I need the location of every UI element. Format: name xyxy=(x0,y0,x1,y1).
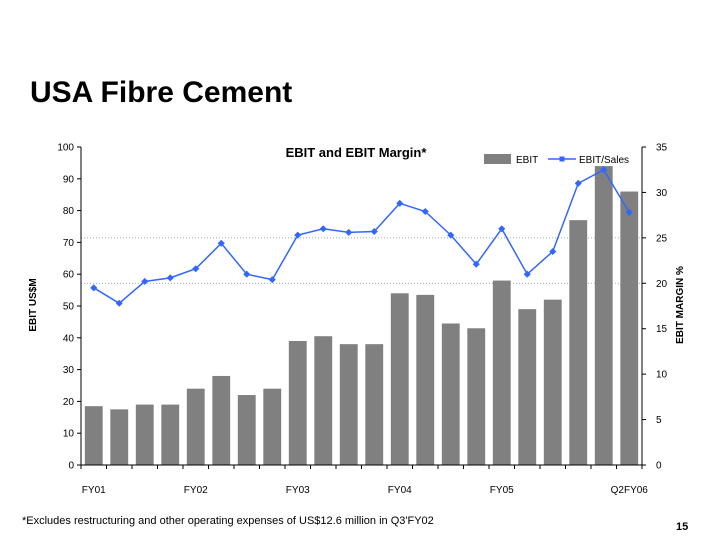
ebit-bar-12 xyxy=(365,344,384,465)
y-tick-label-left-50: 50 xyxy=(63,302,75,313)
ebit-bar-7 xyxy=(237,395,256,465)
y-tick-label-left-20: 20 xyxy=(63,397,75,408)
ebit-margin-point-17 xyxy=(498,225,506,233)
ebit-margin-polyline xyxy=(93,168,630,305)
y-tick-label-left-60: 60 xyxy=(63,270,75,281)
ebit-margin-point-1 xyxy=(90,284,98,292)
ebit-bar-1 xyxy=(84,406,103,465)
y-tick-label-right-15: 15 xyxy=(656,324,668,335)
ebit-bar-10 xyxy=(314,336,333,465)
ebit-bar-5 xyxy=(186,388,205,465)
ebit-bar-20 xyxy=(569,220,588,465)
y-tick-label-left-90: 90 xyxy=(63,174,75,185)
axes: 0 10 20 30 40 50 60 70 80 90 100 0 5 10 15 20 25 30 35 FY01… xyxy=(57,143,667,497)
ebit-margin-point-3 xyxy=(141,277,149,286)
slide-title: USA Fibre Cement xyxy=(30,76,293,109)
ebit-margin-point-10 xyxy=(319,225,327,233)
y-tick-label-right-25: 25 xyxy=(656,233,668,244)
ebit-bar-22 xyxy=(620,191,639,465)
x-tick-label-fy01: FY01 xyxy=(82,485,106,496)
y-tick-label-right-35: 35 xyxy=(656,143,668,154)
legend-swatch-margin-marker xyxy=(559,156,565,162)
ebit-margin-point-19 xyxy=(549,247,557,256)
ebit-bar-8 xyxy=(263,388,282,465)
ebit-margin-point-14 xyxy=(421,207,429,216)
ebit-bar-4 xyxy=(161,404,180,465)
footnote: *Excludes restructuring and other operat… xyxy=(22,515,434,527)
ebit-margin-point-22 xyxy=(625,208,633,216)
ebit-margin-point-9 xyxy=(294,231,302,239)
ebit-margin-point-20 xyxy=(574,179,582,187)
y-axis-label-right: EBIT MARGIN % xyxy=(675,266,686,344)
legend-label-ebit: EBIT xyxy=(516,155,538,166)
y-tick-label-right-10: 10 xyxy=(656,370,668,381)
chart-title: EBIT and EBIT Margin* xyxy=(286,145,428,160)
ebit-bar-11 xyxy=(339,344,358,465)
x-tick-label-fy05: FY05 xyxy=(490,485,514,496)
y-tick-label-left-40: 40 xyxy=(63,333,75,344)
y-tick-label-left-10: 10 xyxy=(63,429,75,440)
y-tick-label-left-100: 100 xyxy=(57,143,74,154)
ebit-chart: 0 10 20 30 40 50 60 70 80 90 100 0 5 10 15 20 25 30 35 FY01… xyxy=(28,143,686,497)
ebit-margin-point-18 xyxy=(523,270,531,278)
ebit-bar-18 xyxy=(518,309,537,465)
x-tick-label-fy02: FY02 xyxy=(184,485,208,496)
ebit-bar-9 xyxy=(288,340,307,465)
ebit-margin-point-21 xyxy=(600,166,608,174)
y-tick-label-left-80: 80 xyxy=(63,206,75,217)
ebit-margin-point-8 xyxy=(268,276,276,284)
x-tick-label-q2fy06: Q2FY06 xyxy=(611,485,649,496)
ebit-margin-point-6 xyxy=(217,239,225,247)
ebit-bar-16 xyxy=(467,328,486,465)
y-tick-label-left-70: 70 xyxy=(63,238,75,249)
legend: EBIT EBIT/Sales xyxy=(484,154,629,166)
ebit-margin-point-5 xyxy=(192,265,200,273)
ebit-bar-13 xyxy=(390,293,409,465)
ebit-margin-point-15 xyxy=(447,231,455,239)
ebit-bar-2 xyxy=(110,409,129,465)
x-tick-label-fy03: FY03 xyxy=(286,485,310,496)
legend-label-margin: EBIT/Sales xyxy=(579,155,629,166)
page-number: 15 xyxy=(676,521,689,533)
ebit-bar-14 xyxy=(416,294,435,465)
y-tick-label-left-30: 30 xyxy=(63,365,75,376)
y-tick-label-right-20: 20 xyxy=(656,279,668,290)
legend-swatch-ebit xyxy=(484,154,511,164)
ebit-bar-6 xyxy=(212,375,231,465)
reference-lines xyxy=(81,237,642,284)
ebit-bar-17 xyxy=(492,280,511,465)
ebit-margin-point-4 xyxy=(166,274,174,282)
y-tick-label-right-5: 5 xyxy=(656,415,662,426)
ebit-bars xyxy=(84,166,639,465)
y-tick-label-left-0: 0 xyxy=(68,461,74,472)
ebit-margin-point-12 xyxy=(370,227,378,236)
ebit-bar-3 xyxy=(135,404,154,465)
ebit-bar-19 xyxy=(543,299,562,465)
ebit-margin-point-2 xyxy=(115,299,123,307)
ebit-margin-point-16 xyxy=(472,260,480,268)
ebit-margin-point-11 xyxy=(345,228,353,236)
ebit-margin-line xyxy=(90,166,633,307)
y-tick-label-right-30: 30 xyxy=(656,188,668,199)
ebit-bar-21 xyxy=(594,166,613,465)
ebit-bar-15 xyxy=(441,323,460,465)
x-tick-label-fy04: FY04 xyxy=(388,485,412,496)
ebit-margin-point-7 xyxy=(243,270,251,278)
y-tick-label-right-0: 0 xyxy=(656,461,662,472)
y-axis-label-left: EBIT US$M xyxy=(28,278,39,331)
